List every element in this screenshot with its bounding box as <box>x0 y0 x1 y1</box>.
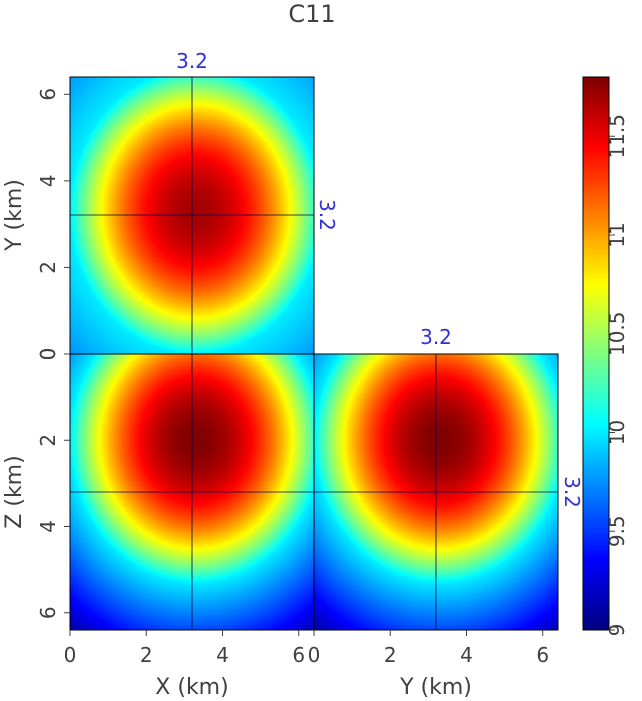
colorbar-tick-label: 9.5 <box>605 515 629 547</box>
z-tick-label: 6 <box>36 606 60 619</box>
x-tick-label: 2 <box>140 643 153 667</box>
colorbar-ticks: 9 9.5 10 10.5 11 11.5 <box>605 114 629 636</box>
x-axis-label: X (km) <box>155 675 228 700</box>
slice-marker-y-top: 3.2 <box>315 199 339 231</box>
x-tick-label: 4 <box>216 643 229 667</box>
crossline-tick-label: 6 <box>536 643 549 667</box>
crossline-tick-label: 4 <box>460 643 473 667</box>
slice-marker-z: 3.2 <box>560 476 584 508</box>
z-tick-label: 4 <box>36 520 60 533</box>
z-axis-label: Z (km) <box>2 455 27 528</box>
colorbar-tick-label: 9 <box>605 624 629 637</box>
y-tick-label: 4 <box>36 175 60 188</box>
y-tick-label: 0 <box>36 348 60 361</box>
crossline-tick-label: 0 <box>308 643 321 667</box>
colorbar: 9 9.5 10 10.5 11 11.5 <box>582 76 629 636</box>
z-tick-label: 0 <box>36 348 60 361</box>
chart-title: C11 <box>288 0 335 28</box>
x-tick-label: 0 <box>64 643 77 667</box>
colorbar-tick-label: 10 <box>605 420 629 445</box>
colorbar-tick-label: 11 <box>605 222 629 247</box>
y-axis-label-top: Y (km) <box>2 179 27 252</box>
slice-position-lines <box>70 77 558 630</box>
y-tick-label: 2 <box>36 261 60 274</box>
z-tick-label: 2 <box>36 434 60 447</box>
colorbar-gradient <box>583 77 609 630</box>
colorbar-tick-label: 11.5 <box>605 114 629 159</box>
y-tick-label: 6 <box>36 88 60 101</box>
slice-marker-y-bottom: 3.2 <box>420 325 452 349</box>
colorbar-tick-label: 10.5 <box>605 311 629 356</box>
x-tick-label: 6 <box>292 643 305 667</box>
y-axis-label-bottom: Y (km) <box>399 675 472 700</box>
slice-marker-x: 3.2 <box>176 49 208 73</box>
crossline-tick-label: 2 <box>384 643 397 667</box>
